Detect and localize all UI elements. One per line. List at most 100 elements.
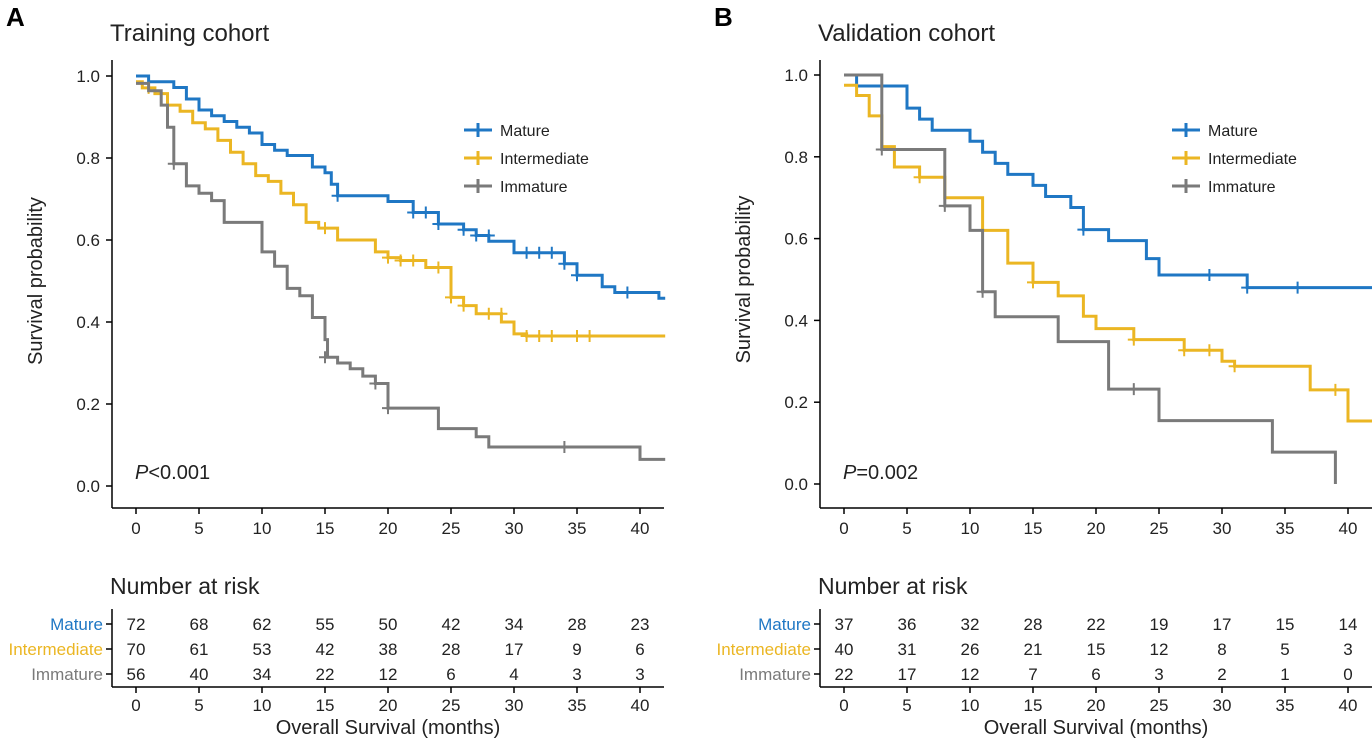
censor-mark xyxy=(1127,383,1140,396)
risk-count: 23 xyxy=(631,615,650,634)
legend-label-mature: Mature xyxy=(500,123,550,140)
censor-mark xyxy=(976,285,989,298)
risk-count: 28 xyxy=(1024,615,1043,634)
legend-label-mature: Mature xyxy=(1208,123,1258,140)
censor-mark xyxy=(545,246,558,259)
x-tick-label: 20 xyxy=(379,519,398,538)
x-axis-label: Overall Survival (months) xyxy=(984,717,1209,739)
x-tick-label: 40 xyxy=(1339,519,1358,538)
y-tick-label: 0.2 xyxy=(76,395,100,414)
risk-table-title: Number at risk xyxy=(110,573,260,599)
censor-mark xyxy=(1203,269,1216,282)
risk-count: 17 xyxy=(1213,615,1232,634)
chart-title: Validation cohort xyxy=(818,20,995,47)
legend-label-immature: Immature xyxy=(1208,179,1276,196)
risk-count: 7 xyxy=(1028,665,1037,684)
risk-x-tick-label: 40 xyxy=(631,696,650,715)
x-tick-label: 15 xyxy=(316,519,335,538)
risk-count: 72 xyxy=(127,615,146,634)
y-tick-label: 0.6 xyxy=(784,230,808,249)
risk-x-tick-label: 35 xyxy=(1276,696,1295,715)
censor-mark xyxy=(1329,383,1342,396)
y-tick-label: 0.8 xyxy=(784,148,808,167)
risk-x-tick-label: 35 xyxy=(568,696,587,715)
panel-b: B Validation cohort 0.0 0.2 0.4 0.6 0.8 1.0 Surv… xyxy=(714,2,1372,739)
risk-count: 4 xyxy=(509,665,518,684)
risk-count: 38 xyxy=(379,640,398,659)
censor-mark xyxy=(457,299,470,312)
risk-row-label-immature: Immature xyxy=(31,665,103,684)
risk-count: 21 xyxy=(1024,640,1043,659)
legend-swatch-intermediate xyxy=(464,151,492,165)
y-tick-label: 1.0 xyxy=(784,66,808,85)
risk-count: 22 xyxy=(316,665,335,684)
x-tick-label: 20 xyxy=(1087,519,1106,538)
risk-count: 3 xyxy=(1343,640,1352,659)
censor-mark xyxy=(419,206,432,219)
x-tick-label: 30 xyxy=(505,519,524,538)
risk-row-label-mature: Mature xyxy=(50,615,103,634)
censor-mark xyxy=(913,171,926,184)
risk-count: 12 xyxy=(379,665,398,684)
censor-mark xyxy=(382,251,394,264)
risk-count: 28 xyxy=(568,615,587,634)
risk-row-label-intermediate: Intermediate xyxy=(717,640,812,659)
censor-mark xyxy=(1178,344,1191,357)
legend-swatch-mature xyxy=(464,123,492,137)
risk-count: 50 xyxy=(379,615,398,634)
y-tick-label: 0.8 xyxy=(76,149,100,168)
risk-count: 17 xyxy=(898,665,917,684)
x-tick-label: 35 xyxy=(1276,519,1295,538)
x-tick-label: 40 xyxy=(631,519,650,538)
censor-mark xyxy=(432,261,445,274)
censor-mark xyxy=(482,229,495,242)
risk-count: 3 xyxy=(635,665,644,684)
km-curve-intermediate xyxy=(844,83,1372,423)
risk-count: 22 xyxy=(835,665,854,684)
x-tick-label: 5 xyxy=(902,519,911,538)
risk-count: 26 xyxy=(961,640,980,659)
x-tick-label: 15 xyxy=(1024,519,1043,538)
censor-mark xyxy=(382,402,394,415)
km-curve-intermediate xyxy=(136,80,666,338)
risk-count: 37 xyxy=(835,615,854,634)
legend-swatch-mature xyxy=(1172,123,1200,137)
x-tick-label: 25 xyxy=(442,519,461,538)
risk-x-tick-label: 15 xyxy=(1024,696,1043,715)
x-tick-label: 0 xyxy=(131,519,140,538)
risk-count: 68 xyxy=(190,615,209,634)
legend-swatch-immature xyxy=(1172,179,1200,193)
censor-mark xyxy=(432,218,445,231)
risk-count: 9 xyxy=(572,640,581,659)
risk-count: 32 xyxy=(961,615,980,634)
risk-count: 53 xyxy=(253,640,272,659)
censor-mark xyxy=(558,441,571,454)
risk-count: 6 xyxy=(446,665,455,684)
risk-count: 3 xyxy=(1154,665,1163,684)
y-tick-label: 1.0 xyxy=(76,67,100,86)
km-curve-mature xyxy=(844,73,1372,290)
risk-count: 34 xyxy=(505,615,524,634)
censor-mark xyxy=(331,189,344,202)
km-curve-immature xyxy=(844,73,1337,484)
censor-mark xyxy=(571,329,583,342)
risk-count: 42 xyxy=(442,615,461,634)
censor-mark xyxy=(558,257,571,270)
risk-x-tick-label: 0 xyxy=(839,696,848,715)
legend-swatch-intermediate xyxy=(1172,151,1200,165)
risk-count: 55 xyxy=(316,615,335,634)
panel-a: A Training cohort 0.0 0.2 0.4 0.6 0.8 1.0 Surviv… xyxy=(6,2,666,739)
risk-count: 2 xyxy=(1217,665,1226,684)
censor-mark xyxy=(938,199,951,212)
censor-mark xyxy=(520,329,533,342)
censor-mark xyxy=(1291,281,1304,294)
risk-x-tick-label: 5 xyxy=(194,696,203,715)
censor-mark xyxy=(407,254,420,267)
risk-count: 31 xyxy=(898,640,917,659)
risk-x-tick-label: 25 xyxy=(442,696,461,715)
y-tick-label: 0.2 xyxy=(784,393,808,412)
censor-mark xyxy=(394,254,407,267)
legend-label-intermediate: Intermediate xyxy=(500,151,589,168)
x-tick-label: 25 xyxy=(1150,519,1169,538)
risk-count: 3 xyxy=(572,665,581,684)
